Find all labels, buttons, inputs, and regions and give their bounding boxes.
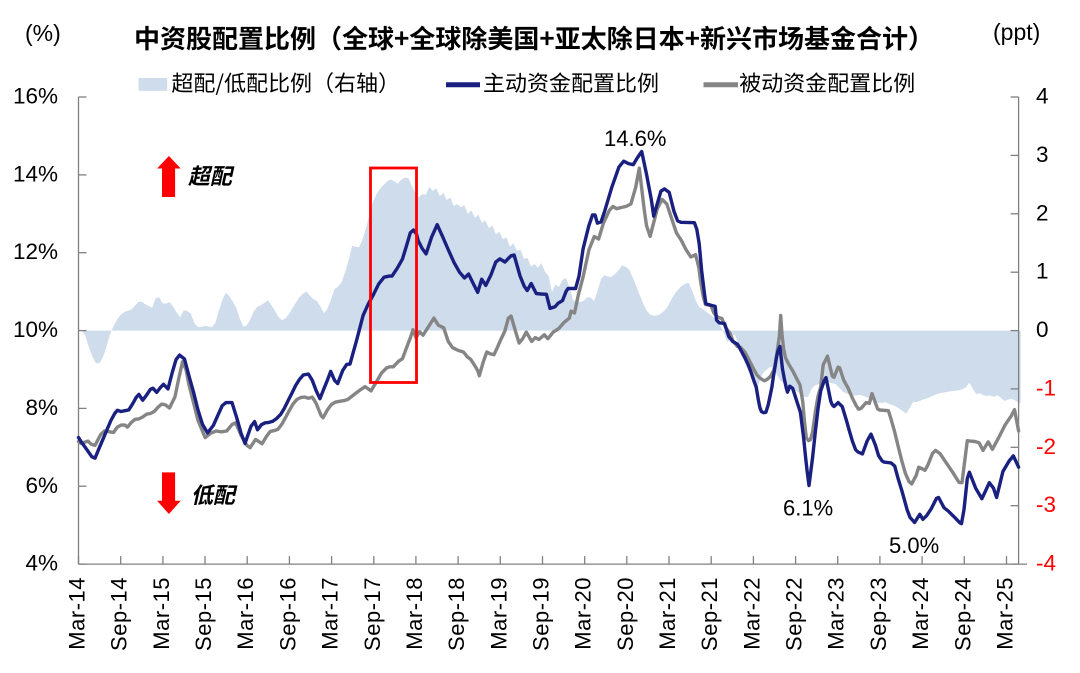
- svg-text:Mar-20: Mar-20: [571, 577, 596, 650]
- svg-text:2: 2: [1036, 200, 1049, 225]
- svg-text:Sep-23: Sep-23: [866, 577, 891, 651]
- svg-text:3: 3: [1036, 142, 1049, 167]
- svg-text:6.1%: 6.1%: [783, 495, 833, 520]
- svg-text:-1: -1: [1036, 375, 1056, 400]
- svg-text:Mar-24: Mar-24: [908, 577, 933, 650]
- svg-text:6%: 6%: [25, 473, 58, 498]
- svg-text:Mar-14: Mar-14: [65, 577, 90, 650]
- svg-text:16%: 16%: [13, 84, 58, 109]
- svg-text:Sep-15: Sep-15: [191, 577, 216, 651]
- svg-text:14%: 14%: [13, 161, 58, 186]
- svg-text:8%: 8%: [25, 395, 58, 420]
- svg-text:5.0%: 5.0%: [889, 533, 939, 558]
- svg-text:Sep-19: Sep-19: [529, 577, 554, 651]
- svg-text:-4: -4: [1036, 551, 1056, 576]
- svg-text:-2: -2: [1036, 434, 1056, 459]
- svg-text:Sep-14: Sep-14: [107, 577, 132, 651]
- svg-text:Mar-16: Mar-16: [233, 577, 258, 650]
- svg-text:Mar-18: Mar-18: [402, 577, 427, 650]
- svg-text:1: 1: [1036, 259, 1049, 284]
- svg-text:4%: 4%: [25, 551, 58, 576]
- svg-text:Sep-21: Sep-21: [697, 577, 722, 651]
- svg-text:0: 0: [1036, 317, 1049, 342]
- svg-text:Mar-21: Mar-21: [655, 577, 680, 650]
- svg-text:(%): (%): [25, 20, 61, 46]
- svg-text:4: 4: [1036, 84, 1049, 109]
- svg-text:Sep-16: Sep-16: [275, 577, 300, 651]
- svg-text:Mar-23: Mar-23: [824, 577, 849, 650]
- svg-text:Sep-20: Sep-20: [613, 577, 638, 651]
- svg-text:10%: 10%: [13, 317, 58, 342]
- svg-text:12%: 12%: [13, 239, 58, 264]
- svg-text:Sep-22: Sep-22: [782, 577, 807, 651]
- svg-text:Sep-24: Sep-24: [950, 577, 975, 651]
- svg-text:-3: -3: [1036, 492, 1056, 517]
- svg-text:Sep-18: Sep-18: [444, 577, 469, 651]
- svg-text:Mar-17: Mar-17: [318, 577, 343, 650]
- svg-text:Sep-17: Sep-17: [360, 577, 385, 651]
- svg-text:Mar-22: Mar-22: [739, 577, 764, 650]
- svg-text:(ppt): (ppt): [993, 19, 1040, 45]
- svg-text:Mar-25: Mar-25: [993, 577, 1018, 650]
- svg-text:Mar-19: Mar-19: [486, 577, 511, 650]
- svg-text:14.6%: 14.6%: [604, 126, 666, 151]
- svg-text:Mar-15: Mar-15: [149, 577, 174, 650]
